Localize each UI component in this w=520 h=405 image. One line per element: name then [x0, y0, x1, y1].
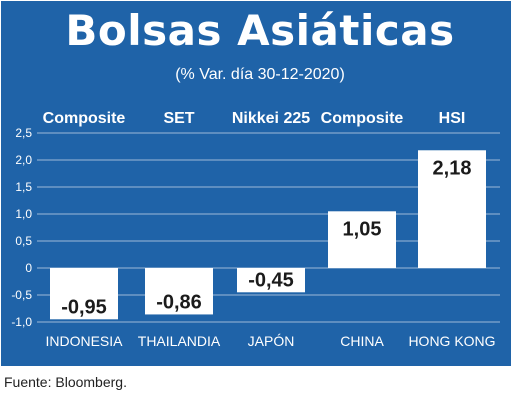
index-name-label: Composite [42, 110, 126, 127]
bar [328, 211, 396, 268]
chart-subtitle: (% Var. día 30-12-2020) [175, 66, 345, 83]
index-name-label: Composite [320, 110, 404, 127]
bar-value-label: 1,05 [343, 218, 382, 240]
category-label: INDONESIA [45, 333, 123, 349]
bar [237, 268, 305, 293]
category-label: JAPÓN [248, 333, 295, 349]
y-tick-label: 2,0 [15, 153, 32, 167]
source-note: Fuente: Bloomberg. [4, 374, 127, 390]
bar [145, 268, 213, 315]
bar-value-label: -0,45 [248, 269, 294, 291]
bar-value-label: -0,86 [156, 291, 202, 313]
index-name-row: Composite SET Nikkei 225 Composite HSI [0, 110, 520, 130]
bar-value-label: -0,95 [61, 296, 107, 318]
category-label: THAILANDIA [138, 333, 221, 349]
y-tick-label: 2,5 [15, 126, 32, 140]
bar [50, 268, 118, 320]
y-tick-label: 1,0 [15, 207, 32, 221]
y-tick-label: -1,0 [11, 315, 32, 329]
chart-title: Bolsas Asiáticas [65, 6, 455, 55]
y-tick-label: 0 [25, 261, 32, 275]
y-tick-label: 0,5 [15, 234, 32, 248]
category-label: CHINA [340, 333, 384, 349]
index-name-label: SET [163, 110, 195, 127]
index-name-label: HSI [438, 110, 466, 127]
category-label: HONG KONG [408, 333, 495, 349]
bar-value-label: 2,18 [433, 157, 472, 179]
y-tick-label: -0,5 [11, 288, 32, 302]
bar [418, 150, 486, 268]
title-band [1, 1, 511, 59]
y-tick-label: 1,5 [15, 180, 32, 194]
index-name-label: Nikkei 225 [231, 110, 311, 127]
